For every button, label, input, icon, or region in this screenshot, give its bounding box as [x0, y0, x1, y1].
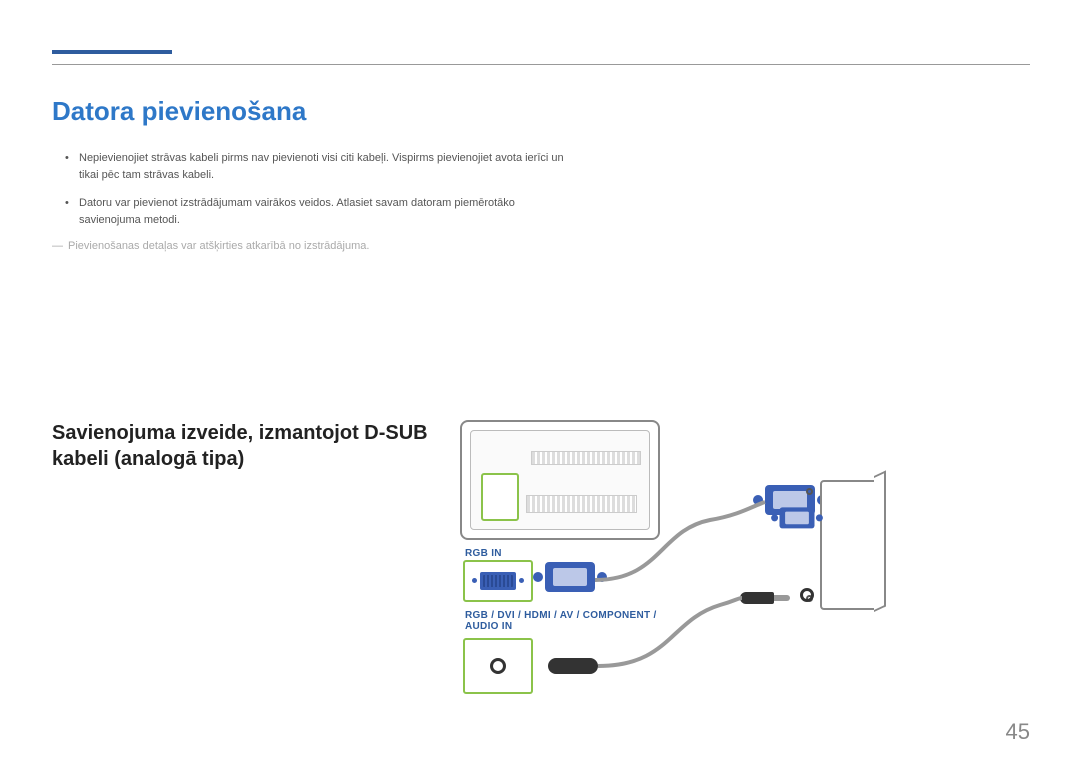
audio-in-port-box	[463, 638, 533, 694]
audio-plug-pc-side	[740, 592, 774, 604]
page-title: Datora pievienošana	[52, 96, 306, 127]
highlighted-port-area	[481, 473, 519, 521]
rgb-in-label: RGB IN	[465, 548, 502, 559]
monitor-inner	[470, 430, 650, 530]
rgb-in-port-box	[463, 560, 533, 602]
header-accent-bar	[52, 50, 172, 54]
vga-plug-monitor-side	[545, 562, 595, 598]
header-rule	[52, 64, 1030, 65]
bullet-item: Nepievienojiet strāvas kabeli pirms nav …	[65, 150, 565, 183]
section-heading: Savienojuma izveide, izmantojot D-SUB ka…	[52, 420, 432, 472]
pc-audio-jack-icon	[800, 588, 814, 602]
port-strip	[526, 495, 637, 513]
intro-bullet-list: Nepievienojiet strāvas kabeli pirms nav …	[65, 150, 565, 240]
audio-plug-monitor-side	[548, 658, 598, 674]
footnote: Pievienošanas detaļas var atšķirties atk…	[52, 240, 369, 252]
vga-port-icon	[480, 572, 516, 590]
pc-tower	[820, 480, 878, 610]
monitor-rear-panel	[460, 420, 660, 540]
page-number: 45	[1006, 719, 1030, 745]
bullet-text: Datoru var pievienot izstrādājumam vairā…	[79, 197, 515, 226]
bullet-text: Nepievienojiet strāvas kabeli pirms nav …	[79, 152, 564, 181]
pc-vga-port-icon	[780, 507, 815, 532]
screw-icon	[806, 488, 813, 495]
connection-diagram: RGB IN RGB / DVI / HDMI / AV / COMPONENT…	[460, 420, 1040, 720]
port-strip	[531, 451, 641, 465]
audio-jack-icon	[490, 658, 506, 674]
audio-in-label: RGB / DVI / HDMI / AV / COMPONENT / AUDI…	[465, 610, 665, 632]
bullet-item: Datoru var pievienot izstrādājumam vairā…	[65, 195, 565, 228]
